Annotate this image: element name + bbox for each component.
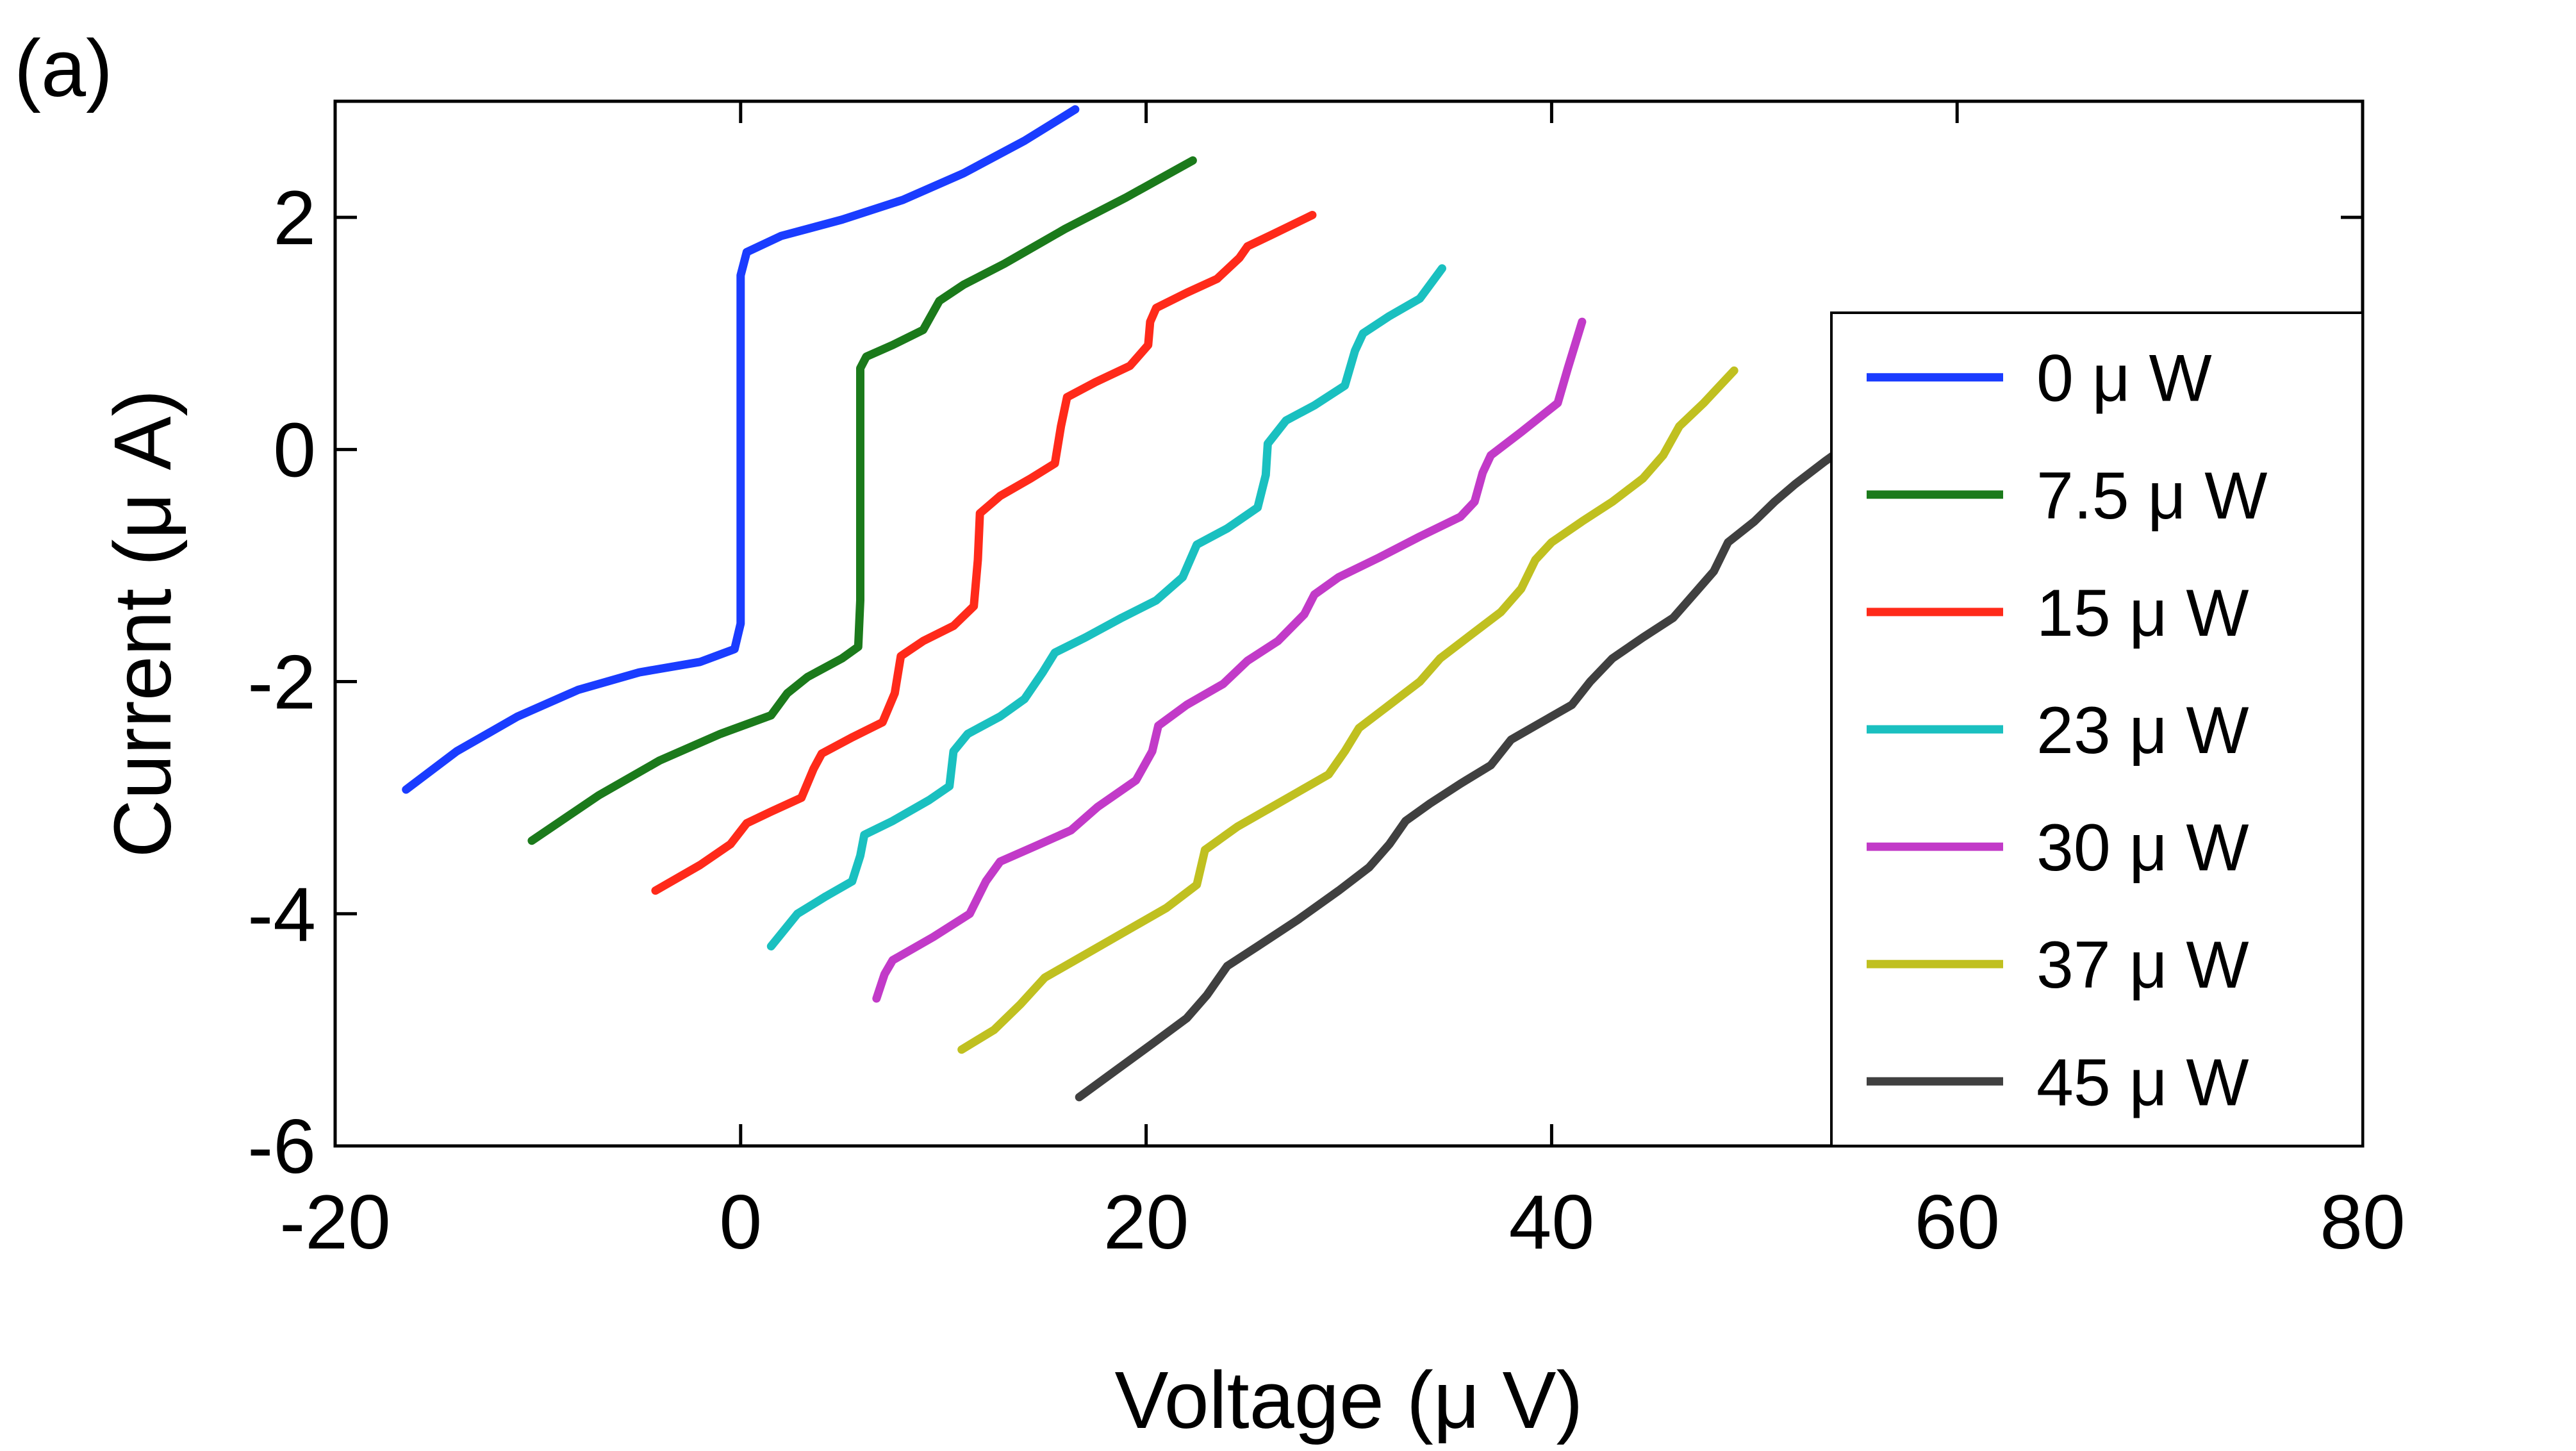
legend-label: 15 μ W bbox=[2036, 576, 2249, 651]
series-line-3 bbox=[651, 211, 1317, 895]
y-tick-label: -2 bbox=[247, 640, 316, 726]
y-axis-title: Current (μ A) bbox=[97, 390, 188, 858]
y-tick-label: 0 bbox=[273, 407, 316, 493]
x-tick-label: 80 bbox=[2320, 1179, 2405, 1265]
x-tick-label: 0 bbox=[719, 1179, 762, 1265]
legend-label: 0 μ W bbox=[2036, 342, 2212, 416]
y-tick-label: -4 bbox=[247, 872, 316, 958]
legend: 0 μ W 7.5 μ W 15 μ W 23 μ W 30 μ W 37 μ W 45 μ… bbox=[1830, 311, 2364, 1147]
ticks: -20 0 20 40 60 80-6-4-202 bbox=[247, 101, 2406, 1265]
panel-label: (a) bbox=[14, 23, 113, 113]
x-tick-label: 20 bbox=[1103, 1179, 1189, 1265]
x-tick-label: 40 bbox=[1509, 1179, 1594, 1265]
series-line-6 bbox=[957, 366, 1738, 1054]
legend-label: 45 μ W bbox=[2036, 1045, 2249, 1120]
series-line-5 bbox=[872, 317, 1587, 1003]
x-axis-title: Voltage (μ V) bbox=[1115, 1355, 1583, 1445]
x-tick-label: -20 bbox=[279, 1179, 390, 1265]
series-line-2 bbox=[527, 156, 1197, 845]
series-line-4 bbox=[766, 264, 1446, 950]
x-tick-label: 60 bbox=[1914, 1179, 1999, 1265]
y-tick-label: 2 bbox=[273, 175, 316, 261]
legend-label: 37 μ W bbox=[2036, 928, 2249, 1002]
series-line-1 bbox=[402, 105, 1080, 794]
y-tick-label: -6 bbox=[247, 1104, 316, 1190]
series-line-7 bbox=[1075, 445, 1846, 1102]
legend-label: 23 μ W bbox=[2036, 693, 2249, 768]
legend-label: 30 μ W bbox=[2036, 811, 2249, 885]
legend-label: 7.5 μ W bbox=[2036, 459, 2267, 533]
series-lines bbox=[402, 105, 1846, 1102]
